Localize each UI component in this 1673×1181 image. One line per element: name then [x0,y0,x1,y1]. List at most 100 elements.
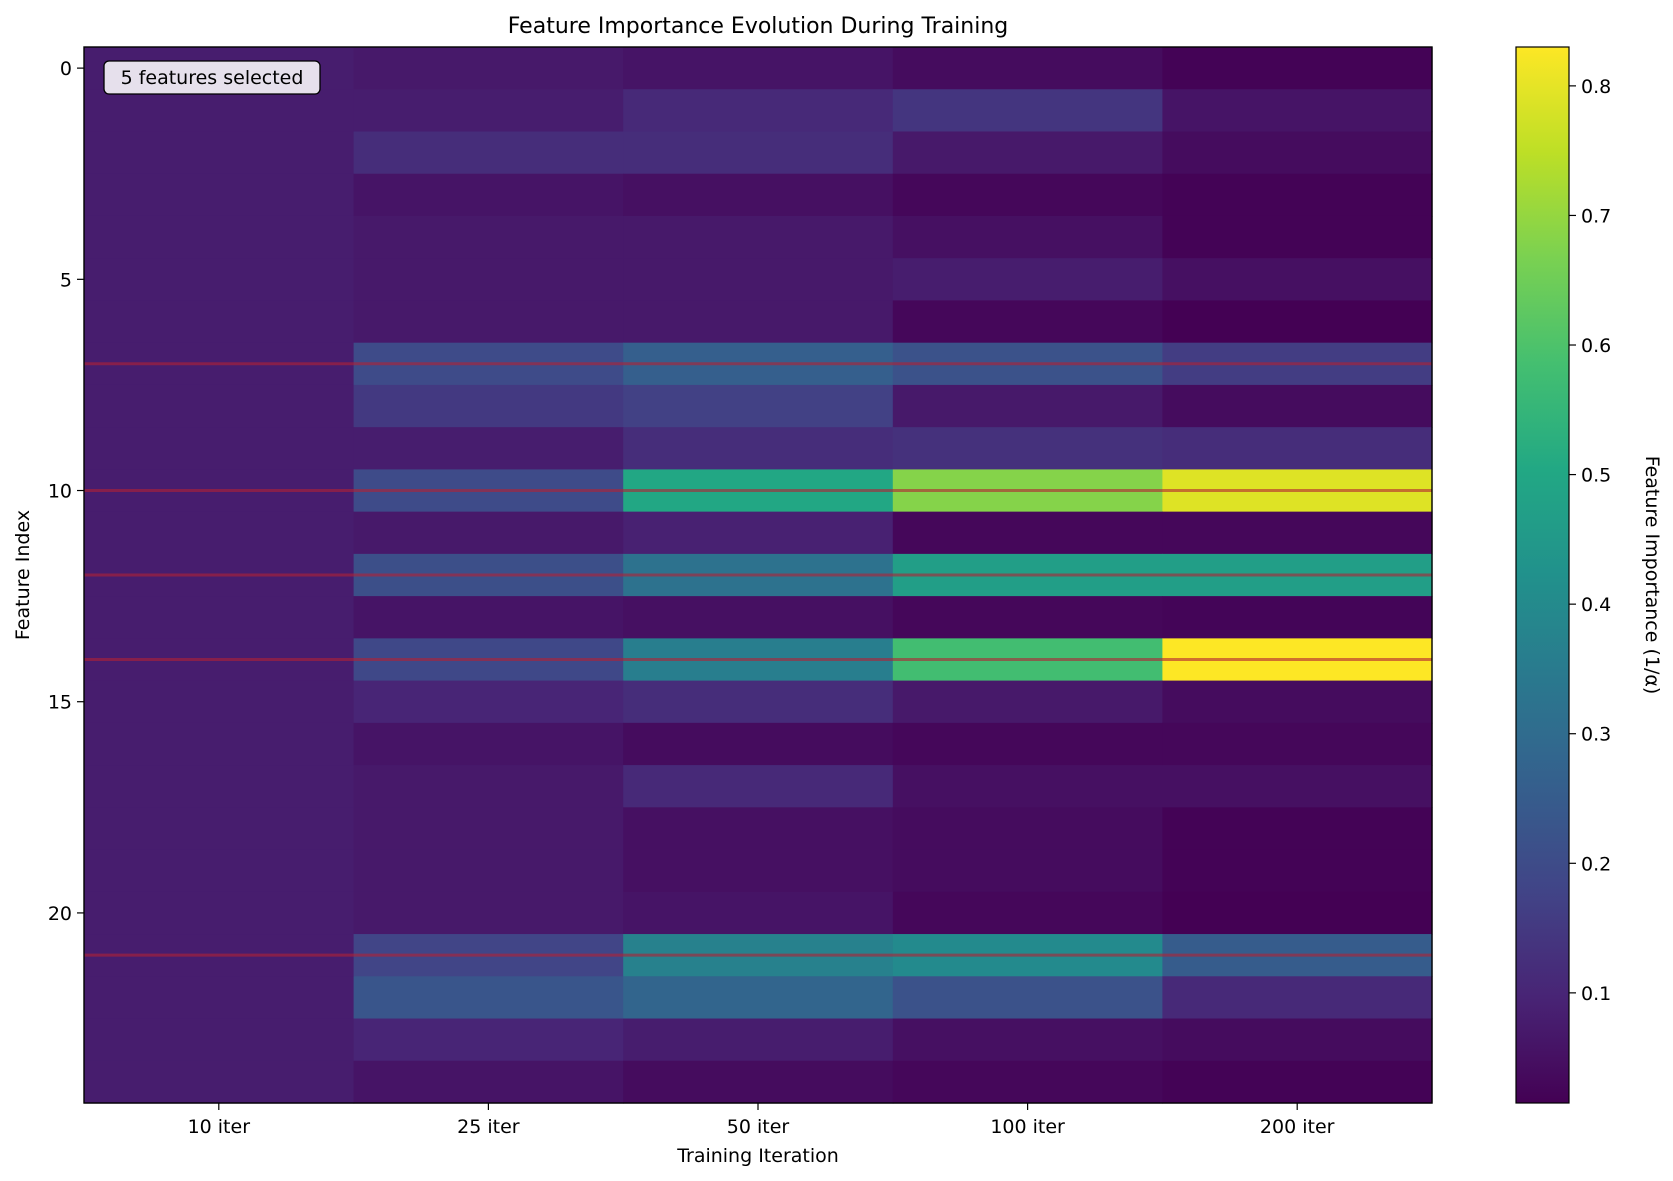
heatmap-cell [1162,47,1433,90]
heatmap-cell [84,807,355,851]
heatmap-cell [1162,215,1433,259]
annotation-text: 5 features selected [121,67,304,89]
heatmap-cell [623,722,894,766]
colorbar-tick-label: 0.1 [1581,983,1611,1005]
heatmap-cell [84,722,355,766]
heatmap-cell [892,680,1163,724]
heatmap-cell [1162,722,1433,766]
heatmap-cell [892,300,1163,344]
heatmap-cell [623,131,894,175]
heatmap-cell [353,807,624,851]
colorbar-tick-label: 0.7 [1581,205,1611,227]
heatmap-cell [1162,680,1433,724]
heatmap-cell [353,1060,624,1104]
heatmap-cell [1162,1060,1433,1104]
heatmap-cell [1162,427,1433,470]
heatmap-cell [353,680,624,724]
heatmap-cell [892,807,1163,851]
heatmap-cell [353,427,624,470]
chart-title: Feature Importance Evolution During Trai… [508,14,1009,39]
heatmap-cell [1162,596,1433,639]
heatmap-cell [353,131,624,175]
heatmap-cell [623,300,894,344]
heatmap-cell [84,891,355,935]
heatmap-cell [623,215,894,259]
heatmap-cell [353,89,624,133]
heatmap-cell [353,765,624,808]
heatmap-cell [892,215,1163,259]
heatmap-cell [623,258,894,302]
heatmap-cell [353,300,624,344]
colorbar-tick-label: 0.8 [1581,76,1611,98]
heatmap-cell [892,976,1163,1020]
heatmap-cell [1162,765,1433,808]
heatmap-cell [84,173,355,217]
heatmap-cell [353,384,624,428]
heatmap-cell [892,596,1163,639]
heatmap-cell [1162,173,1433,217]
heatmap-cell [892,384,1163,428]
heatmap-cell [1162,384,1433,428]
heatmap-cell [353,976,624,1020]
heatmap-cell [1162,511,1433,555]
heatmap-cell [892,47,1163,90]
y-tick-label: 15 [48,692,72,714]
heatmap-cell [623,849,894,893]
heatmap-cell [84,300,355,344]
heatmap-cell [892,722,1163,766]
heatmap-cell [84,596,355,639]
colorbar-tick-label: 0.6 [1581,335,1611,357]
heatmap-cell [623,891,894,935]
heatmap-cell [84,427,355,470]
heatmap-cell [892,427,1163,470]
heatmap-cell [623,976,894,1020]
heatmap-cell [84,131,355,175]
heatmap-cell [84,1018,355,1062]
heatmap-cell [84,1060,355,1104]
annotation-background [103,60,321,95]
heatmap-cell [623,511,894,555]
heatmap-cell [353,215,624,259]
x-tick-label: 10 iter [188,1116,251,1138]
heatmap-cell [1162,300,1433,344]
selected-feature-lines [84,362,1432,957]
heatmap-cell [892,511,1163,555]
colorbar [1515,46,1570,1104]
heatmap-cell [1162,131,1433,175]
colorbar-label: Feature Importance (1/α) [1641,456,1663,695]
x-axis-ticks: 10 iter 25 iter 50 iter 100 iter 200 iter [188,1103,1335,1138]
colorbar-tick-label: 0.2 [1581,853,1611,875]
heatmap-cell [1162,258,1433,302]
heatmap-cell [353,173,624,217]
heatmap-cell [623,1060,894,1104]
heatmap-cell [623,173,894,217]
x-tick-label: 50 iter [727,1116,790,1138]
heatmap-cell [84,89,355,133]
heatmap-cell [892,765,1163,808]
y-tick-label: 5 [60,269,72,291]
heatmap-cell [84,849,355,893]
x-tick-label: 200 iter [1260,1116,1335,1138]
colorbar-tick-label: 0.3 [1581,724,1611,746]
heatmap-cell [623,89,894,133]
heatmap-cell [892,1018,1163,1062]
colorbar-ticks: 0.1 0.2 0.3 0.4 0.5 0.6 0.7 0.8 [1569,76,1611,1005]
heatmap-cell [353,596,624,639]
heatmap-cell [353,891,624,935]
heatmap-cell [1162,976,1433,1020]
heatmap-cell [623,384,894,428]
heatmap-cell [623,47,894,90]
heatmap-cell [353,722,624,766]
heatmap-cell [84,976,355,1020]
heatmap-cell [84,215,355,259]
heatmap-cell [353,849,624,893]
heatmap-cell [84,765,355,808]
heatmap-cell [84,384,355,428]
heatmap-cell [84,258,355,302]
heatmap-cell [892,1060,1163,1104]
colorbar-tick-label: 0.5 [1581,465,1611,487]
heatmap-cell [892,131,1163,175]
heatmap-cell [1162,849,1433,893]
heatmap-cell [892,849,1163,893]
